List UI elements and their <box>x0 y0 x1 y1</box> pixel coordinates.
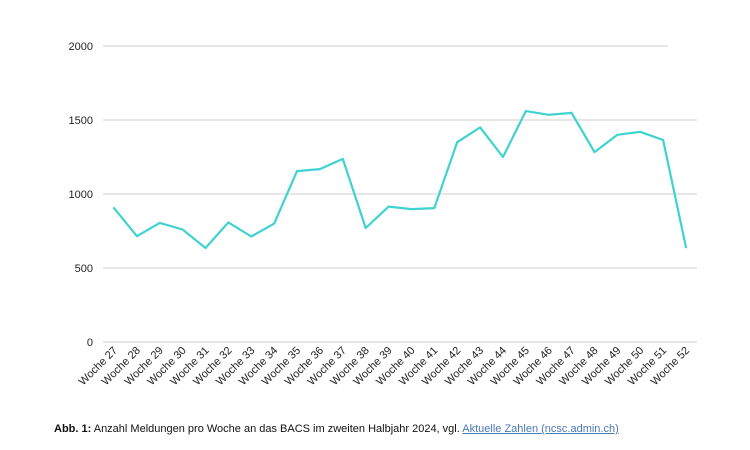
y-axis-ticks: 0 500 1000 1500 2000 <box>69 41 93 349</box>
y-tick-label: 2000 <box>69 41 93 53</box>
y-tick-label: 500 <box>75 263 93 275</box>
figure-caption: Abb. 1: Anzahl Meldungen pro Woche an da… <box>54 423 619 435</box>
y-tick-label: 1500 <box>69 115 93 127</box>
series-line-0 <box>112 109 688 250</box>
y-tick-label: 0 <box>87 337 93 349</box>
caption-label: Abb. 1: <box>54 423 92 435</box>
chart: 0 500 1000 1500 2000 Woche 27 Woche 28 Woche 2… <box>69 41 697 388</box>
caption-link[interactable]: Aktuelle Zahlen (ncsc.admin.ch) <box>462 423 619 435</box>
series-layer <box>112 109 688 250</box>
grid-lines <box>103 45 697 343</box>
caption-text: Anzahl Meldungen pro Woche an das BACS i… <box>91 423 463 435</box>
y-tick-label: 1000 <box>69 189 93 201</box>
